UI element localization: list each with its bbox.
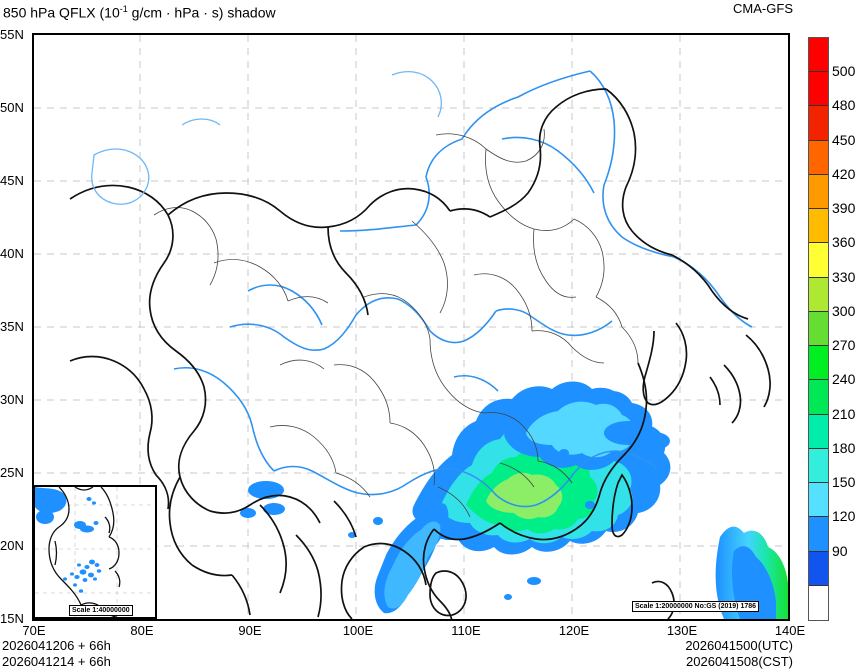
colorbar-band-14: [809, 517, 828, 552]
x-tick-140E: 140E: [774, 623, 806, 638]
x-tick-90E: 90E: [238, 623, 262, 638]
colorbar-label-210: 210: [832, 405, 856, 422]
colorbar-band-4: [809, 174, 828, 210]
inset-scale-label: Scale 1:40000000: [69, 605, 133, 616]
x-tick-80E: 80E: [130, 623, 154, 638]
colorbar-label-180: 180: [832, 439, 856, 456]
y-tick-40N: 40N: [0, 246, 24, 261]
rivers-layer: [173, 70, 753, 508]
y-tick-35N: 35N: [0, 319, 24, 334]
colorbar-band-8: [809, 311, 828, 347]
model-label: CMA-GFS: [733, 1, 793, 16]
y-tick-50N: 50N: [0, 100, 24, 115]
y-tick-55N: 55N: [0, 27, 24, 42]
colorbar-label-450: 450: [832, 131, 856, 148]
y-tick-30N: 30N: [0, 392, 24, 407]
colorbar-band-11: [809, 414, 828, 449]
province-boundaries: [153, 128, 639, 518]
colorbar-band-2: [809, 106, 828, 141]
footer-init-time-utc: 2026041206 + 66h: [2, 638, 111, 653]
title-prefix: 850 hPa QFLX (10: [3, 4, 120, 21]
colorbar-band-0: [809, 38, 828, 73]
colorbar-band-15: [809, 551, 828, 586]
coastlines-layer: [69, 88, 771, 619]
colorbar-label-330: 330: [832, 268, 856, 285]
footer-valid-time-utc: 2026041500(UTC): [685, 638, 793, 653]
precip-scattered: [240, 421, 670, 600]
x-tick-100E: 100E: [342, 623, 374, 638]
colorbar-band-10: [809, 380, 828, 415]
x-tick-120E: 120E: [558, 623, 590, 638]
colorbar-band-3: [809, 140, 828, 175]
x-tick-130E: 130E: [666, 623, 698, 638]
y-tick-15N: 15N: [0, 611, 24, 626]
map-plot-area[interactable]: Scale 1:20000000 No:GS (2019) 1786: [32, 33, 790, 621]
colorbar-label-390: 390: [832, 200, 856, 217]
y-tick-25N: 25N: [0, 465, 24, 480]
colorbar-label-150: 150: [832, 474, 856, 491]
colorbar-label-500: 500: [832, 63, 856, 80]
lakes-layer: [91, 70, 443, 205]
colorbar-band-6: [809, 243, 828, 278]
colorbar-band-7: [809, 277, 828, 312]
colorbar-band-16: [809, 585, 828, 620]
colorbar-label-240: 240: [832, 371, 856, 388]
colorbar-label-360: 360: [832, 234, 856, 251]
map-scale-label: Scale 1:20000000 No:GS (2019) 1786: [632, 601, 760, 612]
inset-map-south-china-sea[interactable]: Scale 1:40000000: [33, 485, 157, 619]
colorbar-band-9: [809, 346, 828, 381]
map-graphic: [34, 35, 788, 619]
inset-map-graphic: [35, 487, 155, 617]
colorbar-label-480: 480: [832, 97, 856, 114]
footer-init-time-cst: 2026041214 + 66h: [2, 654, 111, 669]
colorbar-label-120: 120: [832, 508, 856, 525]
colorbar-label-90: 90: [832, 542, 848, 559]
precip-north-extension: [504, 390, 657, 470]
colorbar-label-270: 270: [832, 337, 856, 354]
colorbar-label-420: 420: [832, 165, 856, 182]
y-tick-45N: 45N: [0, 173, 24, 188]
colorbar-band-5: [809, 209, 828, 244]
footer-valid-time-cst: 2026041508(CST): [686, 654, 793, 669]
colorbar-label-300: 300: [832, 302, 856, 319]
x-tick-70E: 70E: [22, 623, 46, 638]
colorbar[interactable]: [808, 37, 829, 621]
inset-precip: [35, 487, 102, 593]
x-tick-110E: 110E: [451, 623, 481, 638]
colorbar-band-13: [809, 483, 828, 518]
map-canvas: [34, 35, 788, 619]
page-title: 850 hPa QFLX (10-1 g/cm · hPa · s) shado…: [3, 1, 276, 21]
title-suffix: g/cm · hPa · s) shadow: [127, 4, 276, 21]
title-exponent: -1: [119, 4, 128, 14]
colorbar-band-12: [809, 448, 828, 484]
colorbar-band-1: [809, 72, 828, 107]
y-tick-20N: 20N: [0, 538, 24, 553]
colorbar-labels: 500 480 450 420 390 360 330 300 270 240 210 180 150 1…: [832, 37, 859, 621]
precip-east-boundary: [715, 526, 788, 619]
